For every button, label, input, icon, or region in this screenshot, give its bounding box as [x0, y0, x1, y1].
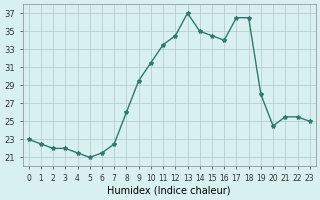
X-axis label: Humidex (Indice chaleur): Humidex (Indice chaleur) [108, 186, 231, 196]
